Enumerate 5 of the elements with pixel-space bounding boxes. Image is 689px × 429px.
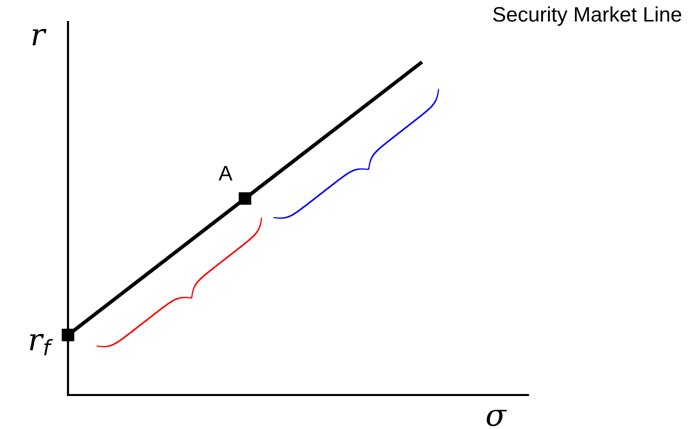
y-axis-title: r: [32, 28, 47, 46]
x-axis-title: σ: [486, 410, 507, 426]
text: Security Market Line: [493, 6, 682, 26]
annotation: A: [218, 166, 232, 180]
text: r$_{f}$: [30, 334, 53, 356]
